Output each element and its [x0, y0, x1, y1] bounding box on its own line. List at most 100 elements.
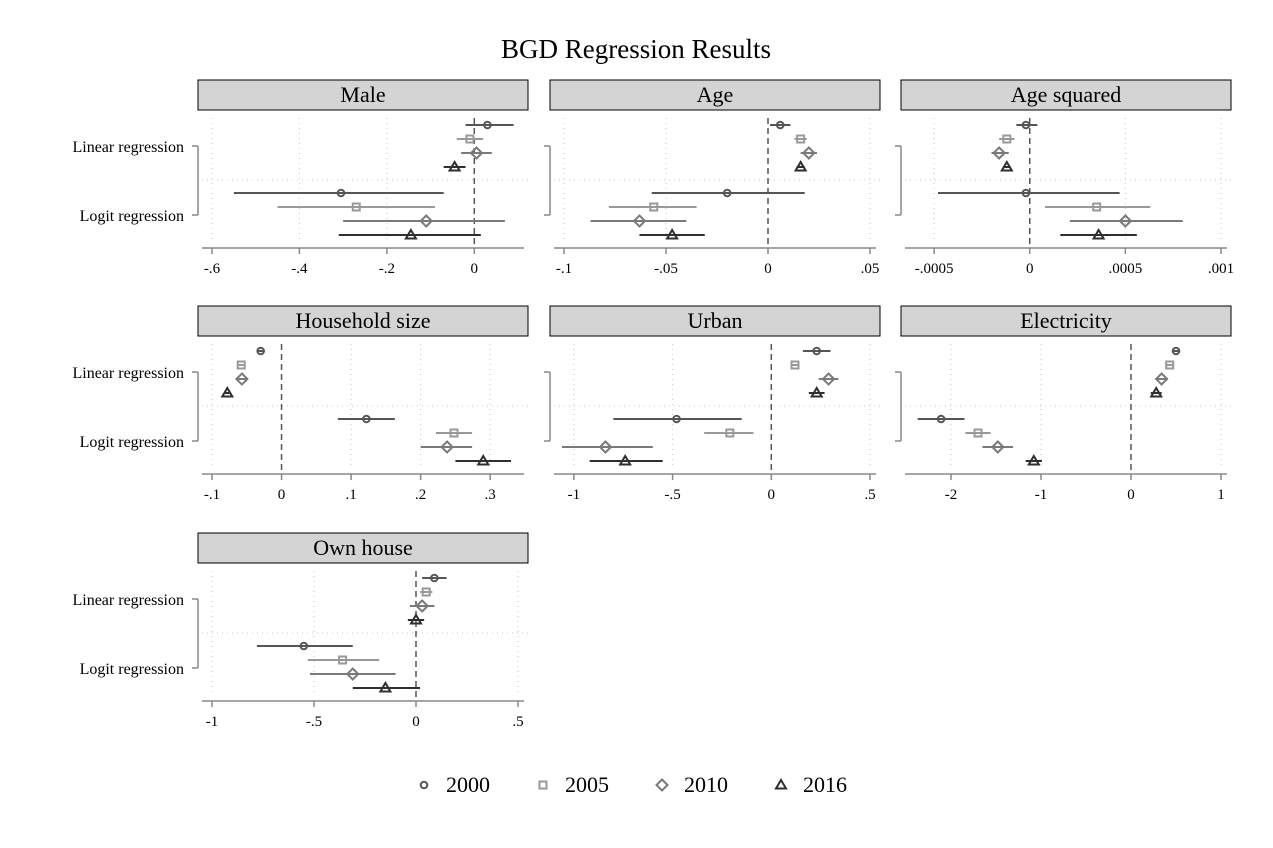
series-2005-linear-point — [421, 587, 431, 597]
x-tick-label: 0 — [278, 487, 286, 503]
x-tick-label: -1 — [206, 714, 219, 730]
x-tick-label: -.6 — [204, 261, 221, 277]
legend-item-2005: 2005 — [538, 772, 609, 797]
series-2016-linear-point — [1000, 160, 1014, 172]
panel-title: Urban — [688, 308, 743, 333]
series-2005-logit-point — [449, 428, 459, 438]
panel-header — [900, 305, 1232, 337]
x-tick-label: .001 — [1208, 261, 1234, 277]
series-2000-logit-point — [936, 414, 946, 424]
series-2016-logit-point — [1027, 454, 1041, 466]
legend-marker — [538, 780, 548, 790]
series-2000-logit-point — [299, 641, 309, 651]
series-2016-linear-point — [793, 160, 808, 172]
series-2000-linear-point — [775, 120, 785, 130]
series-2016-logit-point — [378, 681, 393, 693]
x-tick-label: -.0005 — [915, 261, 954, 277]
panel-header — [197, 305, 529, 337]
series-2005-logit-point — [338, 655, 348, 665]
panel-title: Electricity — [1020, 308, 1112, 333]
series-2000-logit-point — [722, 188, 732, 198]
series-2010-logit-point — [419, 214, 434, 228]
x-tick-label: -2 — [945, 487, 958, 503]
panel-header — [549, 305, 881, 337]
panel-title: Age squared — [1011, 82, 1122, 107]
legend-item-2016: 2016 — [774, 772, 847, 797]
series-2016-linear-point — [409, 613, 423, 625]
series-2010-linear-point — [1154, 372, 1169, 386]
chart-title: BGD Regression Results — [501, 34, 771, 64]
series-2010-linear-point — [469, 146, 484, 160]
series-2005-linear-point — [236, 360, 246, 370]
series-2005-logit-point — [649, 202, 659, 212]
series-2000-linear-point — [812, 346, 821, 356]
legend-label: 2010 — [684, 772, 728, 797]
series-2005-linear-point — [790, 360, 800, 370]
panel-age-squared: Age squared -.0005 0 .0005 .001 — [895, 79, 1234, 277]
series-2005-logit-point — [973, 428, 983, 438]
x-tick-label: .3 — [485, 487, 496, 503]
x-tick-label: .05 — [861, 261, 880, 277]
series-2005-logit-point — [725, 428, 735, 438]
panel-title: Age — [697, 82, 734, 107]
series-2005-logit-point — [351, 202, 361, 212]
series-2000-logit-point — [1021, 188, 1031, 198]
x-tick-label: -.1 — [556, 261, 572, 277]
x-tick-label: -.4 — [291, 261, 308, 277]
legend-marker — [419, 780, 429, 790]
legend-item-2010: 2010 — [655, 772, 728, 797]
row-label-linear: Linear regression — [72, 365, 184, 382]
series-2016-linear-point — [809, 386, 824, 398]
series-2000-logit-point — [672, 414, 681, 424]
panel-header — [197, 532, 529, 564]
legend-label: 2000 — [446, 772, 490, 797]
series-2010-logit-point — [345, 667, 360, 681]
x-tick-label: -.1 — [204, 487, 220, 503]
legend-label: 2005 — [565, 772, 609, 797]
series-2010-logit-point — [598, 440, 613, 454]
series-2005-linear-point — [796, 134, 806, 144]
series-2010-linear-point — [415, 599, 430, 613]
x-tick-label: 0 — [768, 487, 776, 503]
row-label-logit: Logit regression — [80, 661, 184, 678]
series-2005-linear-point — [1165, 360, 1175, 370]
panel-title: Own house — [313, 535, 413, 560]
series-2005-linear-point — [1002, 134, 1012, 144]
x-tick-label: .2 — [415, 487, 426, 503]
series-2010-logit-point — [990, 440, 1005, 454]
x-tick-label: -1 — [1035, 487, 1048, 503]
panel-own-house: Own house -1 -.5 0 .5 Linear regression Logit … — [72, 532, 529, 730]
x-tick-label: 0 — [471, 261, 479, 277]
panel-age: Age -.1 -.05 0 .05 — [544, 79, 881, 277]
series-2010-linear-point — [992, 146, 1007, 160]
series-2000-linear-point — [430, 573, 439, 583]
series-2016-logit-point — [404, 228, 418, 240]
x-tick-label: -.5 — [664, 487, 680, 503]
series-2005-logit-point — [1092, 202, 1102, 212]
x-tick-label: 0 — [1026, 261, 1034, 277]
x-tick-label: -.2 — [379, 261, 395, 277]
series-2010-linear-point — [234, 372, 249, 386]
series-2016-linear-point — [447, 160, 462, 172]
panel-household-size: Household size -.1 0 .1 .2 .3 Linear regressio… — [72, 305, 529, 503]
row-label-logit: Logit regression — [80, 208, 184, 225]
x-tick-label: 0 — [1127, 487, 1135, 503]
row-label-linear: Linear regression — [72, 139, 184, 156]
x-tick-label: .5 — [864, 487, 875, 503]
panel-title: Household size — [295, 308, 430, 333]
x-tick-label: -1 — [568, 487, 581, 503]
series-2016-linear-point — [1149, 386, 1163, 398]
series-2016-logit-point — [665, 228, 679, 240]
series-2005-linear-point — [465, 134, 475, 144]
series-2010-logit-point — [632, 214, 647, 228]
legend: 2000 2005 2010 2016 — [419, 772, 847, 797]
legend-marker — [655, 778, 669, 792]
x-tick-label: .1 — [345, 487, 356, 503]
panel-header — [197, 79, 529, 111]
x-tick-label: -.05 — [654, 261, 678, 277]
panel-grid: Male -.6 -.4 -.2 0 Linear regression Logit reg… — [72, 79, 1234, 730]
panel-male: Male -.6 -.4 -.2 0 Linear regression Logit reg… — [72, 79, 529, 277]
series-2000-logit-point — [362, 414, 371, 424]
series-2016-linear-point — [220, 386, 235, 398]
legend-item-2000: 2000 — [419, 772, 490, 797]
